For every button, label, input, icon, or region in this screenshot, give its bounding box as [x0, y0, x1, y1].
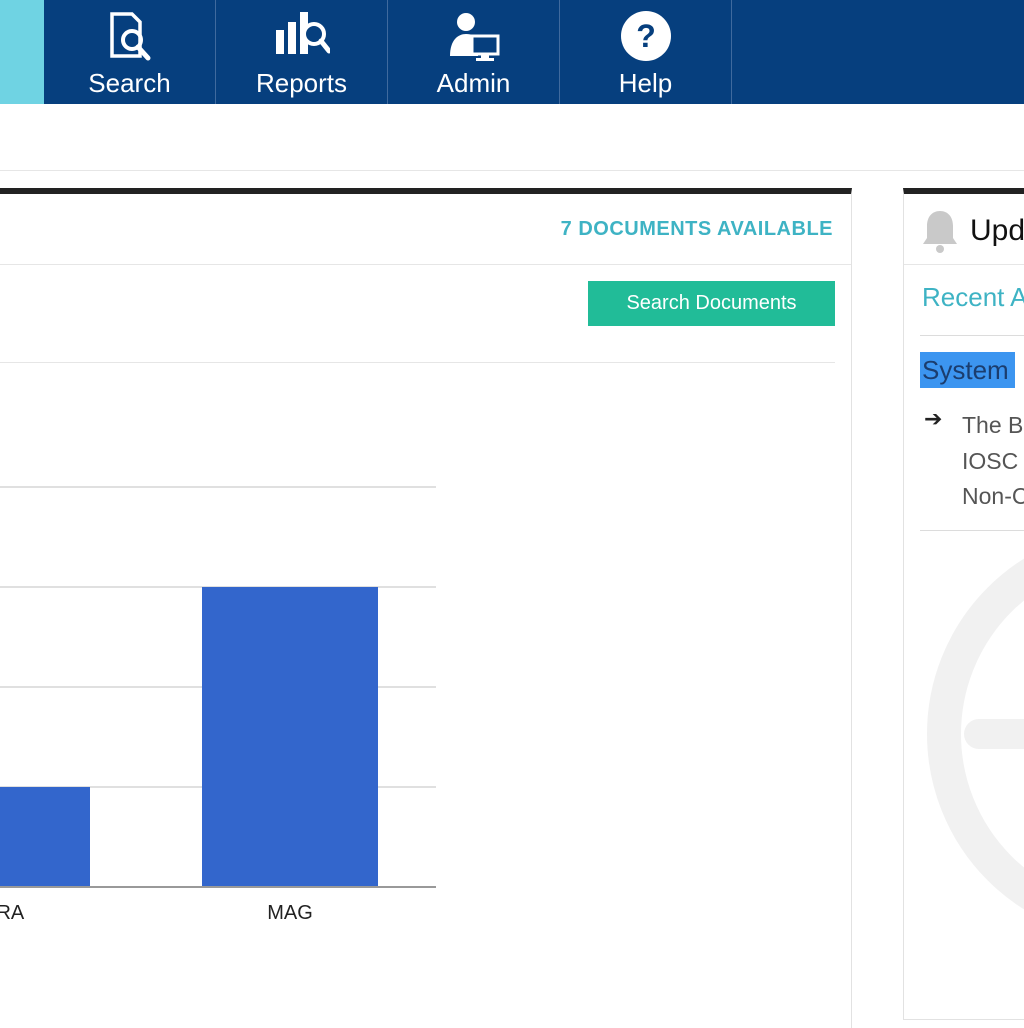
nav-item-help[interactable]: ? Help: [560, 0, 732, 104]
bar-mag[interactable]: [202, 587, 378, 887]
admin-icon: [449, 13, 499, 61]
x-tick-label-mag: MAG: [267, 902, 313, 924]
documents-panel: 7 DOCUMENTS AVAILABLE Search Documents: [0, 188, 852, 1028]
documents-bar-chart: MRA MAG: [0, 486, 436, 924]
svg-text:?: ?: [636, 18, 656, 54]
top-nav: Search Reports Admin ? Help: [0, 0, 1024, 104]
power-watermark-icon: [927, 558, 1024, 910]
panel-divider: [904, 264, 1024, 265]
x-tick-label-mra: MRA: [0, 902, 25, 924]
panel-divider: [0, 264, 851, 265]
news-item-line[interactable]: The B: [962, 412, 1024, 438]
system-heading: System: [920, 352, 1015, 388]
panel-divider: [0, 362, 835, 363]
nav-label-reports: Reports: [255, 68, 348, 98]
search-document-icon: [109, 12, 150, 61]
nav-item-admin[interactable]: Admin: [388, 0, 560, 104]
news-item-line[interactable]: Non-C: [962, 483, 1024, 509]
nav-item-reports[interactable]: Reports: [216, 0, 388, 104]
nav-label-search: Search: [88, 68, 171, 98]
nav-label-help: Help: [618, 68, 673, 98]
chart-x-labels: MRA MAG: [0, 902, 313, 924]
sub-toolbar: [0, 104, 1024, 171]
panel-divider: [920, 530, 1024, 531]
recent-activity-link[interactable]: Recent A: [922, 282, 1024, 312]
nav-home-tab[interactable]: [0, 0, 44, 104]
updates-title: Upd: [970, 214, 1024, 247]
arrow-right-icon: ➔: [924, 406, 943, 431]
nav-label-admin: Admin: [436, 68, 511, 98]
updates-panel: Upd Recent A System ➔ The B IOSC Non-C: [903, 188, 1024, 1020]
documents-available-count: 7 DOCUMENTS AVAILABLE: [560, 218, 833, 240]
help-icon: ?: [620, 11, 671, 61]
chart-bars: [0, 587, 378, 887]
search-documents-button[interactable]: Search Documents: [588, 281, 835, 326]
bar-mra[interactable]: [0, 787, 90, 887]
panel-divider: [920, 335, 1024, 336]
reports-icon: [275, 12, 330, 54]
bell-icon: [923, 211, 957, 253]
nav-item-search[interactable]: Search: [44, 0, 216, 104]
news-item-line[interactable]: IOSC: [962, 448, 1019, 474]
